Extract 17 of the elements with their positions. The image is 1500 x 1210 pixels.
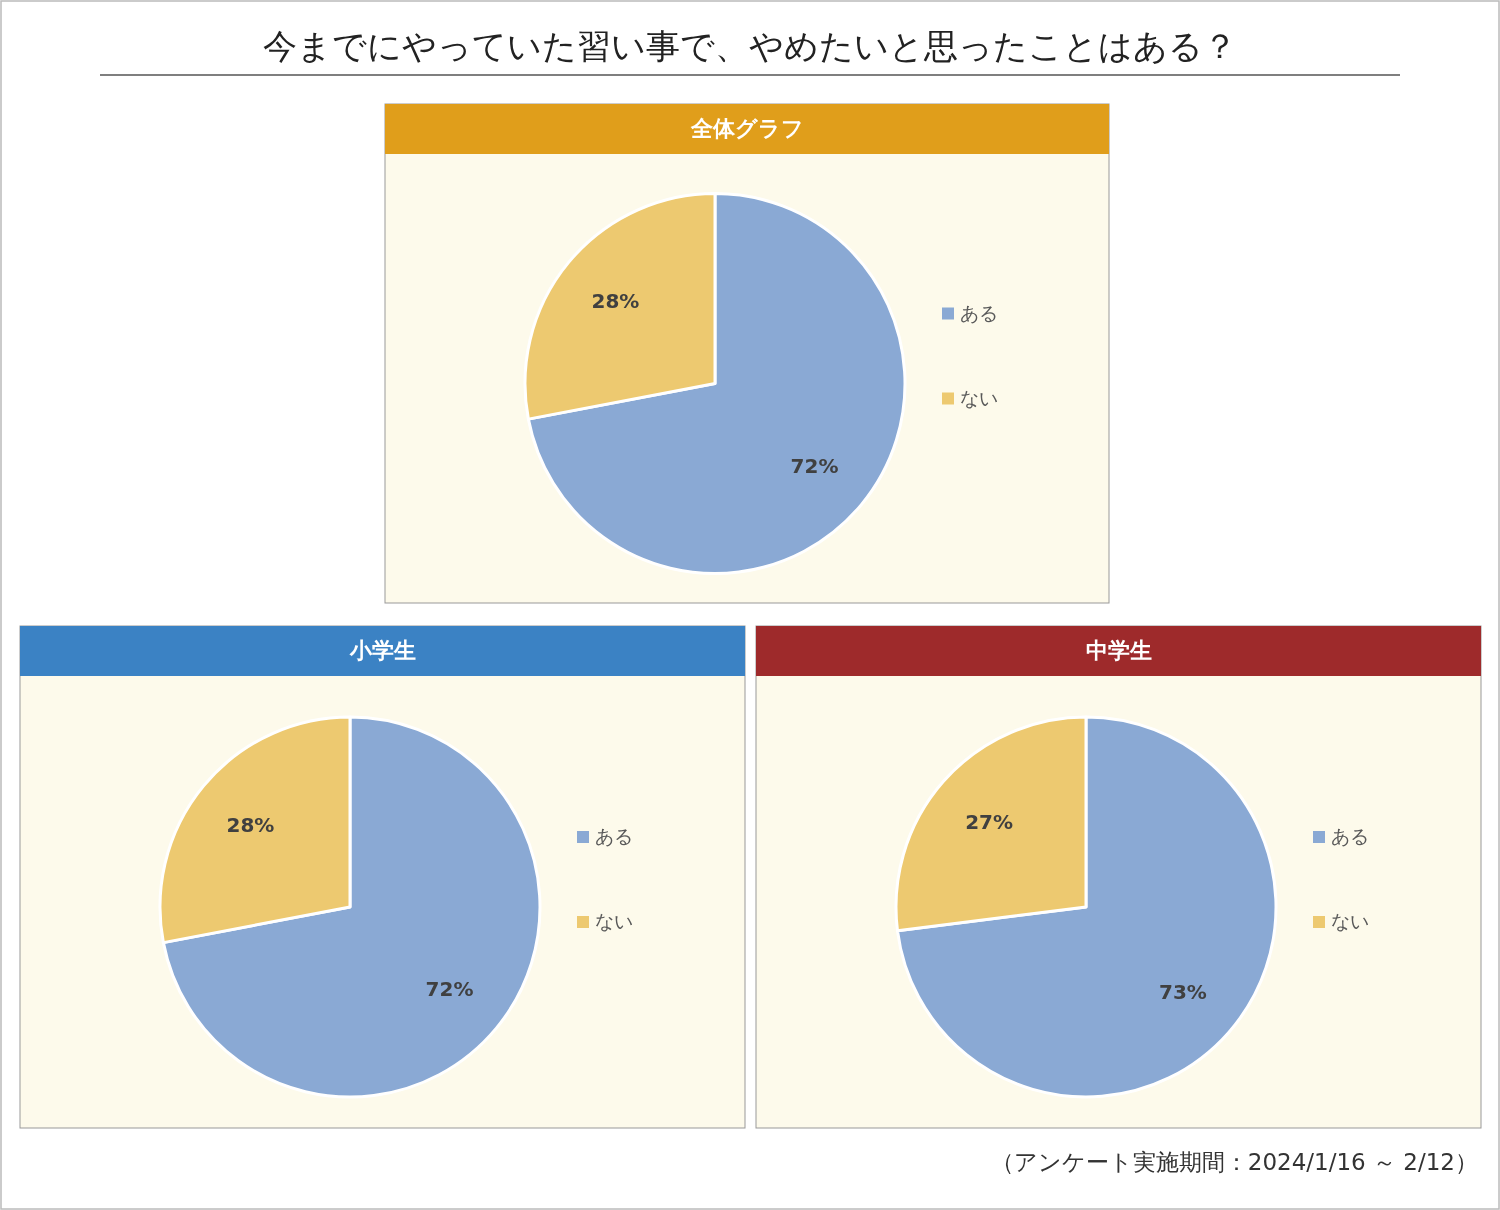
data-label: 27% (965, 809, 1014, 834)
chart-title: 中学生 (1085, 638, 1152, 663)
legend-label: ない (960, 386, 998, 409)
legend-label: ない (595, 910, 633, 932)
data-label: 72% (425, 977, 474, 1002)
data-label: 28% (226, 812, 275, 837)
data-label: 28% (591, 289, 640, 314)
chart-title: 小学生 (348, 638, 416, 663)
chart-title: 全体グラフ (689, 116, 804, 141)
legend-label: ない (1331, 910, 1369, 932)
data-label: 73% (1158, 980, 1207, 1005)
legend-label: ある (1331, 825, 1369, 847)
legend-label: ある (595, 825, 633, 847)
text: （アンケート実施期間：2024/1/16 ～ 2/12） (990, 1149, 1478, 1175)
data-label: 72% (790, 453, 839, 478)
legend-label: ある (960, 301, 998, 324)
text: 今までにやっていた習い事で、やめたいと思ったことはある？ (263, 26, 1237, 66)
